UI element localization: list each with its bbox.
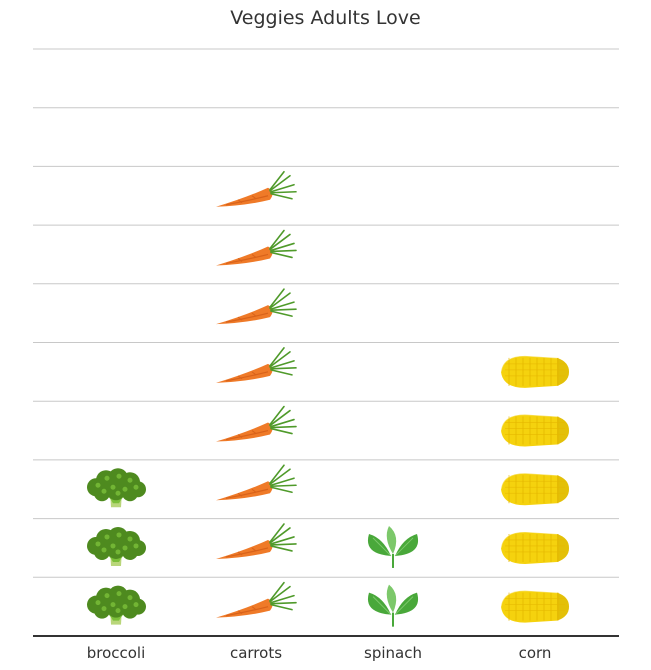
category-labels: broccoli carrots spinach corn (87, 644, 552, 662)
broccoli-icon (87, 585, 146, 625)
icon-marks (87, 170, 569, 627)
carrot-icon (216, 464, 297, 501)
spinach-icon (367, 584, 419, 627)
corn-icon (500, 590, 569, 623)
corn-icon (500, 413, 569, 447)
carrot-icon (216, 288, 297, 325)
category-label-corn: corn (519, 644, 552, 662)
broccoli-icon (87, 468, 146, 508)
carrot-icon (216, 581, 297, 618)
carrot-icon (216, 229, 297, 266)
corn-icon (500, 355, 569, 388)
grid-lines (33, 48, 619, 637)
category-label-spinach: spinach (364, 644, 422, 662)
broccoli-icon (87, 526, 146, 566)
category-label-broccoli: broccoli (87, 644, 146, 662)
carrot-icon (216, 405, 297, 442)
carrot-icon (216, 347, 297, 383)
chart-title: Veggies Adults Love (230, 7, 420, 29)
carrot-icon (216, 523, 297, 559)
corn-icon (500, 472, 569, 506)
category-label-carrots: carrots (230, 644, 282, 662)
spinach-icon (367, 525, 419, 568)
carrot-icon (216, 170, 297, 207)
corn-icon (500, 531, 569, 564)
